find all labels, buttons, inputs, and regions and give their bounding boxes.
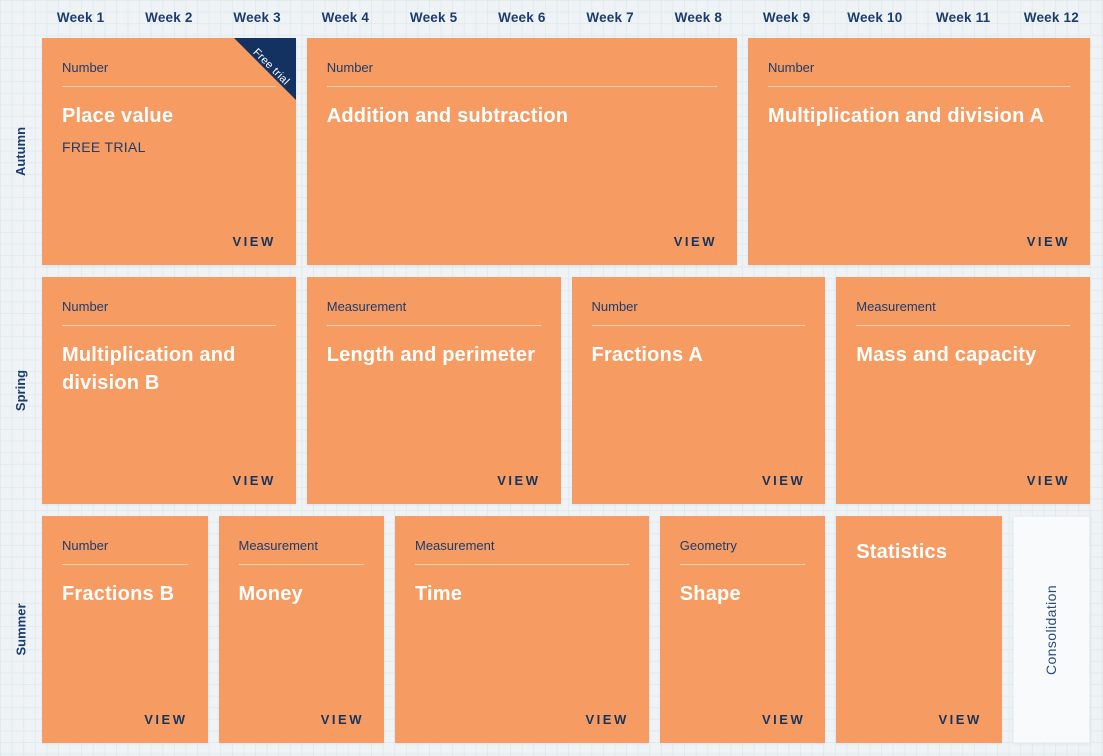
- week-label-3: Week 3: [233, 9, 281, 25]
- term-label-text: Autumn: [13, 126, 29, 177]
- week-label-4: Week 4: [321, 9, 370, 25]
- week-label-9: Week 9: [762, 9, 811, 25]
- consolidation-card: Consolidation: [1012, 516, 1090, 743]
- week-label-2: Week 2: [145, 9, 193, 25]
- consolidation-label: Consolidation: [1043, 584, 1060, 675]
- unit-divider: [326, 86, 717, 87]
- unit-category: Geometry: [679, 538, 737, 553]
- unit-title: Money: [238, 583, 303, 605]
- view-button[interactable]: VIEW: [144, 712, 188, 727]
- view-button[interactable]: VIEW: [232, 234, 276, 249]
- unit-card-fractions-b[interactable]: Number Fractions B VIEW: [42, 516, 208, 743]
- unit-title: Shape: [679, 583, 741, 605]
- unit-divider: [415, 564, 629, 565]
- unit-divider: [679, 564, 806, 565]
- unit-category: Number: [768, 60, 815, 75]
- week-label-11: Week 11: [935, 9, 991, 25]
- view-button[interactable]: VIEW: [762, 712, 806, 727]
- view-button[interactable]: VIEW: [762, 473, 806, 488]
- unit-title: Fractions B: [62, 583, 175, 605]
- unit-category: Measurement: [415, 538, 495, 553]
- unit-card-place-value[interactable]: Number Place value FREE TRIAL Free trial…: [42, 38, 296, 265]
- unit-category: Measurement: [238, 538, 318, 553]
- unit-card-mass-and-capacity[interactable]: Measurement Mass and capacity VIEW: [836, 277, 1090, 504]
- unit-category: Number: [326, 60, 373, 75]
- term-label-autumn: Autumn: [0, 38, 42, 265]
- view-button[interactable]: VIEW: [232, 473, 276, 488]
- week-label-12: Week 12: [1023, 9, 1079, 25]
- unit-card-multiplication-and-division-a[interactable]: Number Multiplication and division A VIE…: [748, 38, 1090, 265]
- unit-card-time[interactable]: Measurement Time VIEW: [395, 516, 649, 743]
- unit-category: Number: [62, 299, 109, 314]
- unit-divider: [62, 86, 276, 87]
- term-row-summer: Summer Number Fractions B VIEW Measureme…: [14, 516, 1090, 743]
- unit-category: Number: [591, 299, 638, 314]
- week-label-5: Week 5: [409, 9, 458, 25]
- unit-title: Multiplication and division B: [62, 344, 236, 394]
- unit-title: Statistics: [856, 541, 948, 563]
- term-label-spring: Spring: [0, 277, 42, 504]
- unit-category: Number: [62, 538, 109, 553]
- unit-title: Addition and subtraction: [326, 105, 569, 127]
- unit-title: Length and perimeter: [326, 344, 536, 366]
- unit-card-money[interactable]: Measurement Money VIEW: [218, 516, 384, 743]
- unit-card-multiplication-and-division-b[interactable]: Number Multiplication and division B VIE…: [42, 277, 296, 504]
- unit-divider: [62, 325, 276, 326]
- unit-divider: [856, 325, 1070, 326]
- unit-card-fractions-a[interactable]: Number Fractions A VIEW: [571, 277, 826, 504]
- unit-card-statistics[interactable]: Statistics VIEW: [836, 516, 1002, 743]
- week-label-6: Week 6: [498, 9, 546, 25]
- unit-title: Multiplication and division A: [768, 105, 1045, 127]
- unit-title: Mass and capacity: [856, 344, 1037, 366]
- unit-card-addition-and-subtraction[interactable]: Number Addition and subtraction VIEW: [306, 38, 737, 265]
- unit-divider: [591, 325, 806, 326]
- unit-title: Time: [415, 583, 463, 605]
- unit-title: Fractions A: [591, 344, 703, 366]
- week-header: Week 1 Week 2 Week 3 Week 4 Week 5 Week 6 Week…: [42, 0, 1090, 34]
- view-button[interactable]: VIEW: [1026, 234, 1070, 249]
- unit-category: Measurement: [326, 299, 407, 314]
- unit-divider: [62, 564, 188, 565]
- term-row-spring: Spring Number Multiplication and divisio…: [13, 277, 1090, 504]
- unit-card-shape[interactable]: Geometry Shape VIEW: [659, 516, 826, 743]
- week-label-10: Week 10: [847, 9, 903, 25]
- free-trial-label: FREE TRIAL: [62, 139, 146, 155]
- unit-category: Measurement: [856, 299, 936, 314]
- unit-card-length-and-perimeter[interactable]: Measurement Length and perimeter VIEW: [306, 277, 561, 504]
- unit-divider: [326, 325, 541, 326]
- unit-divider: [238, 564, 364, 565]
- week-label-8: Week 8: [674, 9, 723, 25]
- view-button[interactable]: VIEW: [938, 712, 982, 727]
- term-row-autumn: Autumn Number Place value FREE TRIAL Fre…: [14, 38, 1090, 265]
- unit-divider: [768, 86, 1070, 87]
- term-rows: Autumn Number Place value FREE TRIAL Fre…: [13, 38, 1090, 743]
- view-button[interactable]: VIEW: [1026, 473, 1070, 488]
- term-label-text: Summer: [13, 603, 29, 656]
- consolidation-wrap: Consolidation: [1014, 517, 1089, 742]
- view-button[interactable]: VIEW: [585, 712, 629, 727]
- unit-category: Number: [62, 60, 109, 75]
- view-button[interactable]: VIEW: [497, 473, 541, 488]
- term-label-text: Spring: [13, 369, 29, 412]
- view-button[interactable]: VIEW: [320, 712, 364, 727]
- unit-title: Place value: [62, 105, 174, 127]
- week-label-7: Week 7: [586, 9, 634, 25]
- week-label-1: Week 1: [56, 9, 105, 25]
- view-button[interactable]: VIEW: [673, 234, 717, 249]
- term-label-summer: Summer: [0, 516, 42, 743]
